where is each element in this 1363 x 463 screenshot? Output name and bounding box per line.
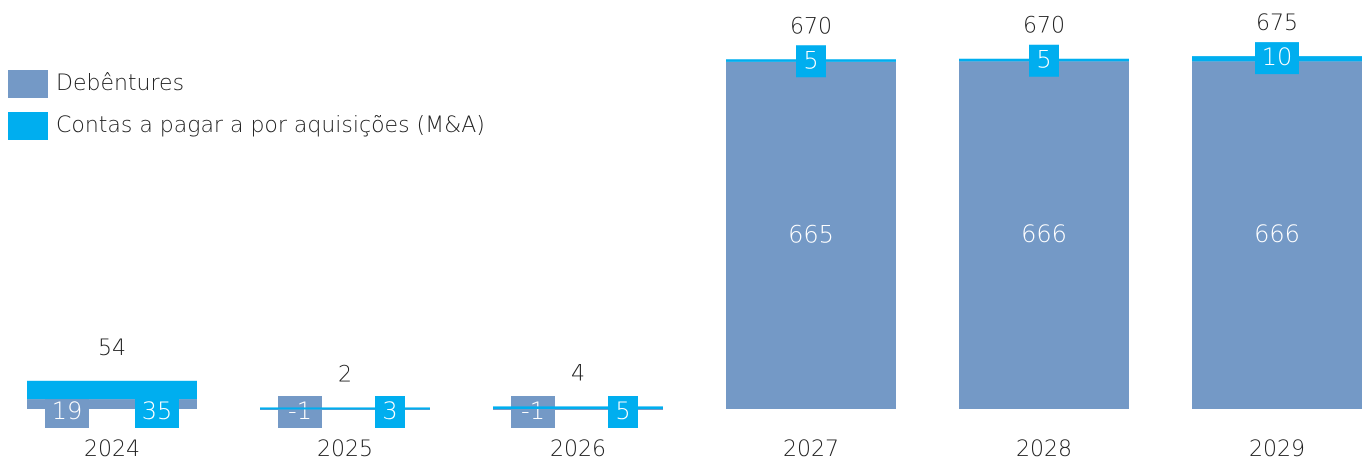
total-label: 670 — [1023, 14, 1065, 39]
value-label-box — [278, 396, 322, 428]
value-label: 666 — [1254, 220, 1300, 248]
x-tick-label: 2025 — [317, 437, 373, 462]
bar-segment — [493, 406, 663, 409]
value-label-box — [608, 396, 638, 428]
value-label-box — [1255, 42, 1299, 75]
value-label-box — [375, 396, 405, 428]
bar-segment — [1192, 61, 1362, 410]
value-label: 5 — [1036, 46, 1051, 74]
value-label: 5 — [803, 46, 818, 74]
bar-segment — [260, 407, 430, 410]
value-label-box — [796, 45, 826, 78]
bar-segment — [959, 61, 1129, 410]
total-label: 4 — [571, 361, 585, 386]
x-tick-label: 2029 — [1249, 437, 1305, 462]
value-label-box — [511, 396, 555, 428]
bar-segment — [493, 409, 663, 410]
value-label-box — [1029, 44, 1059, 77]
value-label: 5 — [615, 397, 630, 425]
total-label: 675 — [1256, 11, 1298, 36]
value-label-box — [45, 396, 89, 428]
x-tick-label: 2026 — [550, 437, 606, 462]
legend-label: Contas a pagar a por aquisições (M&A) — [56, 113, 485, 138]
value-label: 665 — [788, 220, 834, 248]
bar-segment — [27, 380, 197, 400]
value-label: 666 — [1021, 220, 1067, 248]
bar-segment — [260, 409, 430, 410]
value-label: -1 — [288, 397, 312, 425]
legend-swatch — [8, 112, 48, 140]
bar-segment — [726, 61, 896, 410]
x-tick-label: 2024 — [84, 437, 140, 462]
x-tick-label: 2028 — [1016, 437, 1072, 462]
value-label-box — [135, 396, 179, 428]
value-label: 35 — [142, 397, 173, 425]
legend-label: Debêntures — [56, 71, 184, 96]
x-tick-label: 2027 — [783, 437, 839, 462]
value-label: 10 — [1262, 43, 1293, 71]
value-label: 3 — [382, 397, 397, 425]
value-label: 19 — [52, 397, 83, 425]
total-label: 670 — [790, 14, 832, 39]
total-label: 2 — [338, 362, 352, 387]
bar-segment — [27, 399, 197, 409]
total-label: 54 — [98, 336, 126, 361]
value-label: -1 — [521, 397, 545, 425]
legend-swatch — [8, 70, 48, 98]
